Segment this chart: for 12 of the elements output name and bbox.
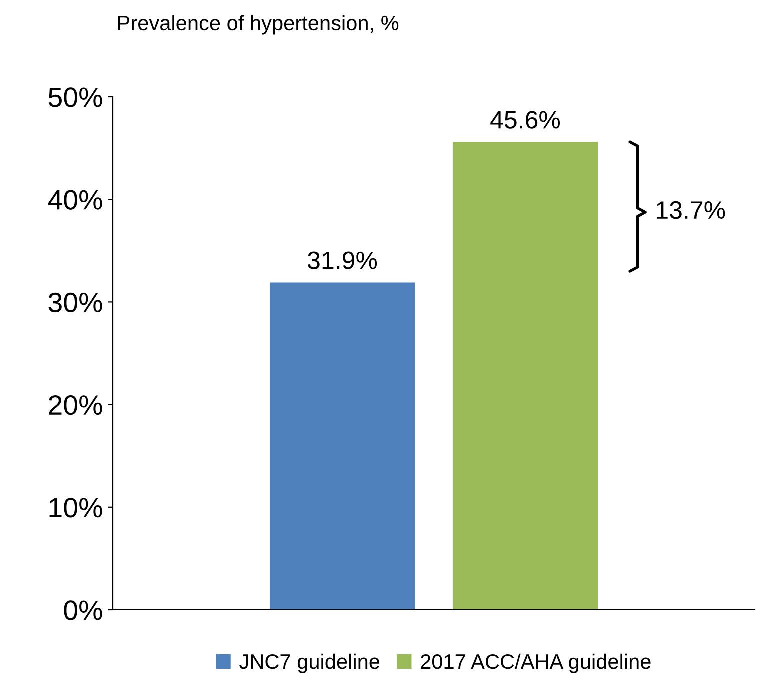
y-tick-label: 10% bbox=[50, 498, 102, 518]
y-tick-label: 40% bbox=[48, 190, 102, 210]
y-tick-label: 30% bbox=[48, 292, 102, 313]
legend-label: JNC7 guideline bbox=[240, 654, 380, 673]
data-label: 45.6% bbox=[490, 111, 560, 129]
data-label: 31.9% bbox=[308, 252, 378, 270]
chart-title: Prevalence of hypertension, % bbox=[118, 15, 399, 35]
y-tick-label: 20% bbox=[49, 395, 102, 416]
y-tick-label: 50% bbox=[48, 88, 102, 108]
legend-label: 2017 ACC/AHA guideline bbox=[421, 654, 651, 673]
annotation: 13.7% bbox=[657, 201, 726, 220]
y-tick-label: 0% bbox=[64, 600, 102, 620]
